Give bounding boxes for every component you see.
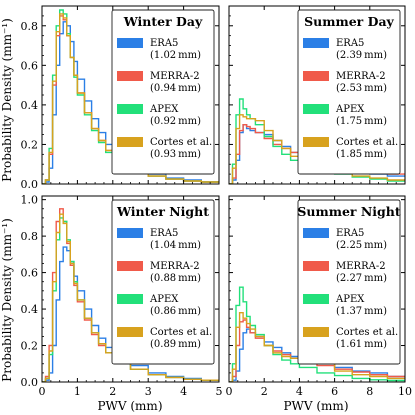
x-tick-label: 8 <box>366 385 373 398</box>
x-tick-label: 1 <box>74 385 81 398</box>
y-tick-label: 0.6 <box>21 267 39 280</box>
y-tick-label: 0.6 <box>21 59 39 72</box>
legend-swatch-merra-2 <box>117 71 143 81</box>
legend-value-merra-2: (0.88 mm) <box>150 273 201 284</box>
x-tick-label: 5 <box>216 385 223 398</box>
legend-label-apex: APEX <box>149 294 179 305</box>
legend-swatch-cortes-et-al <box>303 137 329 147</box>
y-axis-label-top: Probability Density (mm⁻¹) <box>0 18 14 182</box>
legend-label-era5: ERA5 <box>336 228 364 239</box>
legend-label-cortes-et-al: Cortes et al. <box>150 137 212 148</box>
legend-label-era5: ERA5 <box>150 38 178 49</box>
panel-title: Summer Day <box>304 14 394 29</box>
legend-swatch-era5 <box>117 38 143 48</box>
series-line-cortes-et-al <box>42 213 219 382</box>
series-line-cortes-et-al <box>42 13 219 184</box>
legend-swatch-merra-2 <box>303 261 329 271</box>
legend-value-cortes-et-al: (1.61 mm) <box>336 339 387 350</box>
legend-frame <box>297 199 401 365</box>
legend-swatch-era5 <box>303 228 329 238</box>
legend-value-merra-2: (2.53 mm) <box>336 83 387 94</box>
series-line-cortes-et-al <box>229 312 405 382</box>
legend-swatch-cortes-et-al <box>117 137 143 147</box>
legend-label-cortes-et-al: Cortes et al. <box>336 137 398 148</box>
x-tick-label: 10 <box>398 385 412 398</box>
legend-label-cortes-et-al: Cortes et al. <box>150 327 212 338</box>
legend-value-apex: (1.37 mm) <box>336 306 387 317</box>
legend-value-apex: (0.92 mm) <box>150 116 201 127</box>
legend-label-merra-2: MERRA-2 <box>336 261 386 272</box>
legend-label-merra-2: MERRA-2 <box>150 71 200 82</box>
legend-value-apex: (0.86 mm) <box>150 306 201 317</box>
legend-label-apex: APEX <box>335 294 365 305</box>
legend-swatch-apex <box>117 104 143 114</box>
x-tick-label: 4 <box>296 385 303 398</box>
legend-value-era5: (2.39 mm) <box>336 50 387 61</box>
y-tick-label: 0.0 <box>21 178 39 191</box>
legend-value-merra-2: (0.94 mm) <box>150 83 201 94</box>
legend-value-era5: (1.04 mm) <box>150 240 201 251</box>
legend-value-era5: (2.25 mm) <box>336 240 387 251</box>
y-tick-label: 1.0 <box>21 194 39 207</box>
legend-swatch-era5 <box>117 228 143 238</box>
y-tick-label: 0.2 <box>21 340 39 353</box>
series-line-era5 <box>42 246 219 382</box>
x-tick-label: 6 <box>331 385 338 398</box>
legend-swatch-apex <box>117 294 143 304</box>
legend-frame <box>297 9 401 175</box>
x-tick-label: 0 <box>226 385 233 398</box>
x-axis-label-left: PWV (mm) <box>97 399 162 413</box>
legend-value-cortes-et-al: (0.93 mm) <box>150 149 201 160</box>
x-tick-label: 2 <box>261 385 268 398</box>
legend-label-merra-2: MERRA-2 <box>150 261 200 272</box>
legend-value-era5: (1.02 mm) <box>150 50 201 61</box>
y-tick-label: 0.8 <box>21 20 39 33</box>
legend-label-cortes-et-al: Cortes et al. <box>336 327 398 338</box>
y-tick-label: 0.0 <box>21 376 39 389</box>
legend-label-merra-2: MERRA-2 <box>336 71 386 82</box>
x-axis-label-right: PWV (mm) <box>283 399 348 413</box>
legend-swatch-apex <box>303 104 329 114</box>
legend-value-merra-2: (2.27 mm) <box>336 273 387 284</box>
legend-frame <box>111 199 215 365</box>
panel-summer-day: Summer Day ERA5(2.39 mm) MERRA-2(2.53 mm) A… <box>228 5 406 185</box>
legend-label-era5: ERA5 <box>150 228 178 239</box>
legend-label-era5: ERA5 <box>336 38 364 49</box>
x-tick-label: 2 <box>109 385 116 398</box>
legend-frame <box>111 9 215 175</box>
legend-label-apex: APEX <box>149 104 179 115</box>
x-tick-label: 0 <box>39 385 46 398</box>
legend-swatch-merra-2 <box>303 71 329 81</box>
y-tick-label: 0.4 <box>21 99 39 112</box>
x-tick-label: 3 <box>145 385 152 398</box>
legend-value-cortes-et-al: (0.89 mm) <box>150 339 201 350</box>
panel-winter-day: 0.0 0.2 0.4 0.6 0.8 Winter Day ERA5(1.02 mm) ME… <box>21 5 220 191</box>
legend-swatch-apex <box>303 294 329 304</box>
y-tick-label: 0.8 <box>21 230 39 243</box>
panel-title: Winter Night <box>116 204 209 219</box>
legend-winter-day: Winter Day ERA5(1.02 mm) MERRA-2(0.94 mm) A… <box>111 9 215 175</box>
legend-value-cortes-et-al: (1.85 mm) <box>336 149 387 160</box>
series-line-era5 <box>229 328 405 382</box>
y-tick-label: 0.2 <box>21 138 39 151</box>
legend-swatch-cortes-et-al <box>303 327 329 337</box>
legend-swatch-merra-2 <box>117 261 143 271</box>
y-axis-label-bottom: Probability Density (mm⁻¹) <box>0 218 14 382</box>
legend-value-apex: (1.75 mm) <box>336 116 387 127</box>
legend-summer-day: Summer Day ERA5(2.39 mm) MERRA-2(2.53 mm) A… <box>297 9 401 175</box>
panel-title: Summer Night <box>297 204 400 219</box>
legend-swatch-era5 <box>303 38 329 48</box>
legend-winter-night: Winter Night ERA5(1.04 mm) MERRA-2(0.88 mm… <box>111 199 215 365</box>
panel-title: Winter Day <box>123 14 203 29</box>
panel-winter-night: 0 1 2 3 4 5 0.0 0.2 0.4 0.6 0.8 1.0 Winter Night ERA5… <box>21 194 223 398</box>
y-tick-label: 0.4 <box>21 303 39 316</box>
legend-swatch-cortes-et-al <box>117 327 143 337</box>
legend-label-apex: APEX <box>335 104 365 115</box>
legend-summer-night: Summer Night ERA5(2.25 mm) MERRA-2(2.27 mm… <box>297 199 401 365</box>
x-tick-label: 4 <box>180 385 187 398</box>
